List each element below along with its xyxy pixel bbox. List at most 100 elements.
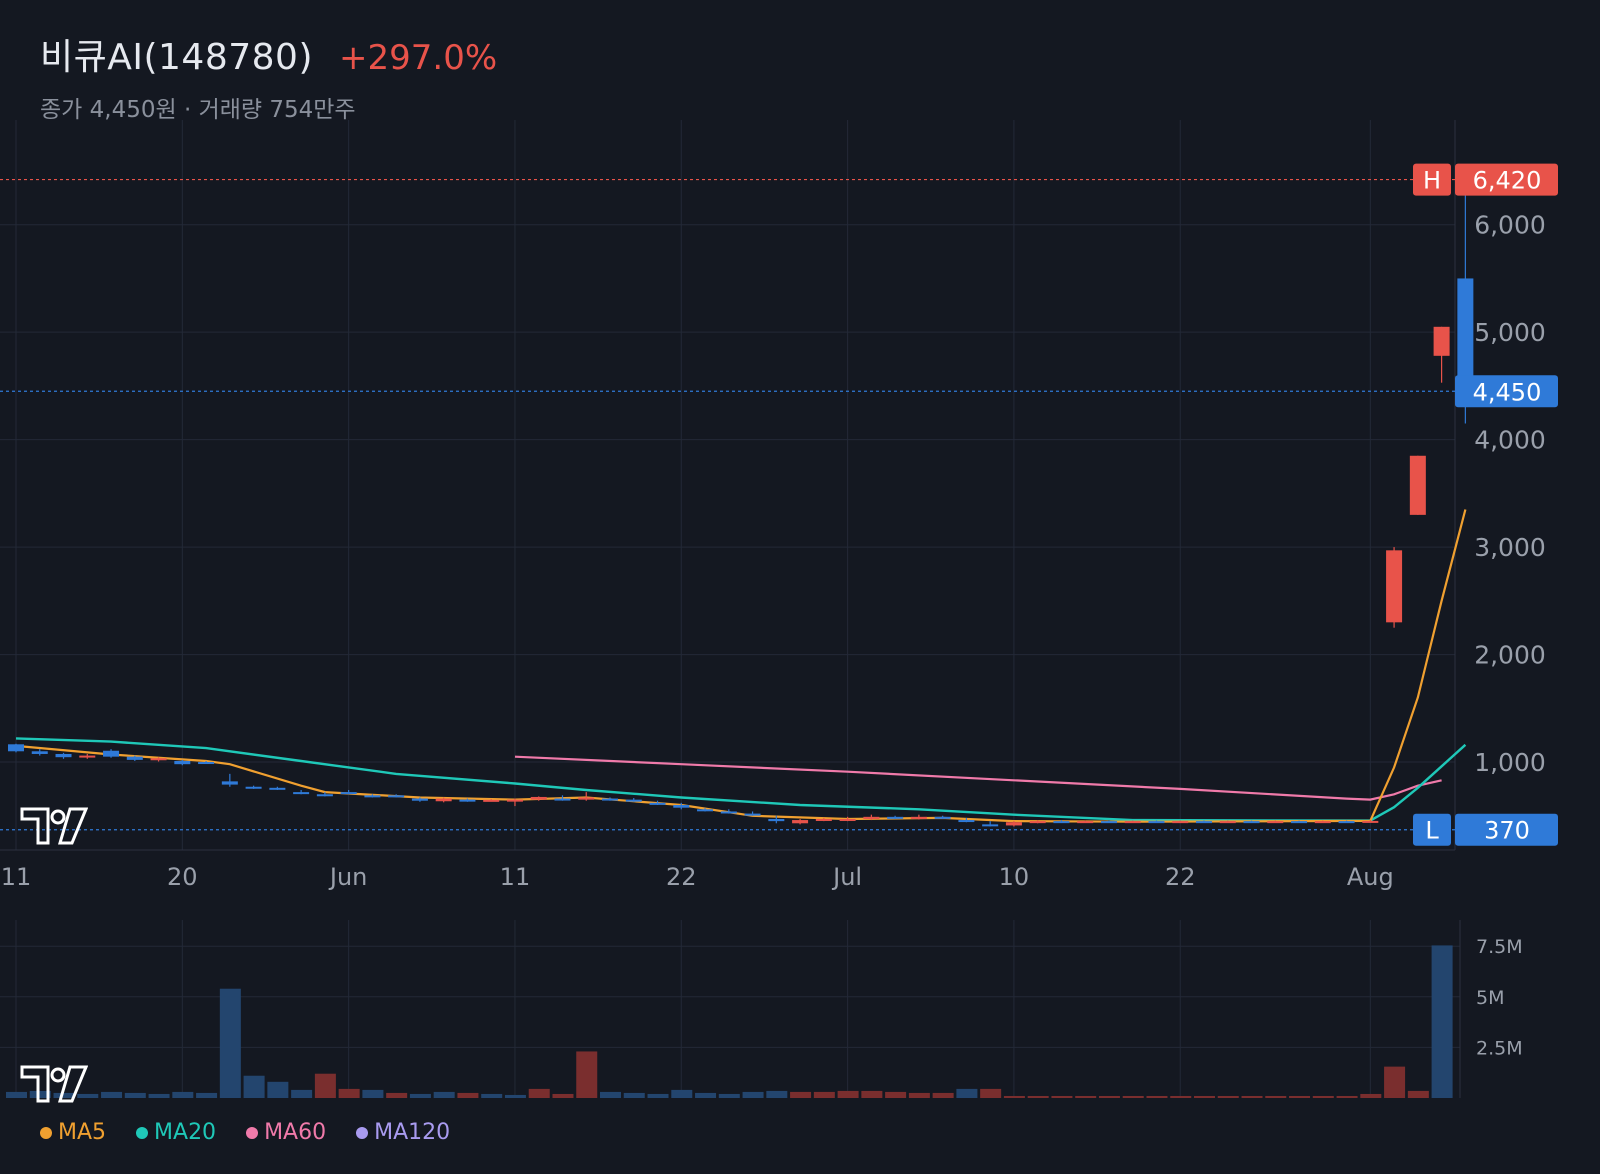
volume-bar: [1289, 1095, 1311, 1098]
candle-body: [530, 796, 547, 800]
volume-bar: [386, 1092, 408, 1098]
volume-bar: [576, 1051, 598, 1098]
volume-bar: [1122, 1095, 1144, 1098]
x-tick-label: Jul: [831, 863, 862, 891]
y-tick-label: 3,000: [1474, 533, 1546, 562]
candle-body: [245, 786, 262, 789]
volume-bar: [172, 1091, 194, 1098]
candle-body: [792, 820, 809, 824]
legend-ma5[interactable]: MA5: [40, 1120, 106, 1145]
price-change: +297.0%: [339, 38, 498, 78]
candle-body: [411, 798, 428, 801]
ma-legend: MA5 MA20 MA60 MA120: [40, 1120, 450, 1145]
volume-bar: [1098, 1095, 1120, 1098]
candle-body: [1267, 821, 1284, 824]
candle-body: [1243, 821, 1260, 824]
x-tick-label: 10: [999, 863, 1030, 891]
candle-body: [673, 805, 690, 808]
volume-bar: [790, 1091, 812, 1098]
candle-body: [1124, 821, 1141, 824]
candle-body: [1100, 821, 1117, 824]
volume-bar: [481, 1093, 503, 1098]
volume-bar: [837, 1090, 859, 1098]
candle-body: [221, 781, 238, 785]
candle-body: [1053, 821, 1070, 824]
y-tick-label: 5,000: [1474, 318, 1546, 347]
volume-bar: [409, 1093, 431, 1098]
candle-body: [8, 744, 24, 752]
volume-bar: [671, 1089, 693, 1098]
candle-body: [934, 816, 951, 819]
high-letter-badge: [1413, 163, 1451, 196]
legend-ma20[interactable]: MA20: [136, 1120, 216, 1145]
volume-chart[interactable]: 7.5M 5M 2.5M: [0, 920, 1600, 1125]
candle-body: [768, 818, 785, 822]
candle-body: [1433, 326, 1450, 356]
volume-bar: [219, 988, 241, 1098]
volume-bar: [1407, 1090, 1429, 1098]
volume-bar: [101, 1091, 123, 1098]
stock-name: 비큐AI(148780): [40, 37, 313, 78]
volume-bar: [980, 1088, 1002, 1098]
volume-bar: [124, 1092, 146, 1098]
y-tick-label: 6,000: [1474, 211, 1546, 240]
legend-ma60[interactable]: MA60: [246, 1120, 326, 1145]
volume-bar: [1194, 1095, 1215, 1098]
candle-body: [1362, 820, 1379, 823]
legend-ma60-label: MA60: [264, 1120, 327, 1145]
price-chart[interactable]: 6,000 5,000 4,000 3,000 2,000 1,000 11 20 Jun 11 2…: [0, 120, 1600, 900]
candle-body: [269, 787, 286, 790]
ma120-dot-icon: [356, 1126, 369, 1139]
candle-body: [982, 824, 999, 827]
candle-body: [720, 811, 737, 814]
candle-body: [649, 802, 666, 805]
volume-tick-label: 7.5M: [1476, 936, 1523, 958]
volume-bar: [861, 1090, 883, 1098]
candle-body: [1219, 821, 1236, 824]
high-letter: H: [1423, 167, 1441, 195]
candle-body: [1386, 550, 1403, 623]
candle-body: [578, 797, 595, 800]
low-letter-badge: [1413, 813, 1451, 846]
volume-bar: [932, 1092, 954, 1098]
volume-bar: [600, 1091, 621, 1098]
low-value-badge: [1455, 813, 1558, 846]
tradingview-logo-volume: [20, 1065, 88, 1103]
candle-body: [198, 762, 215, 765]
close-volume-summary: 종가 4,450원 · 거래량 754만주: [40, 97, 356, 123]
volume-bar: [148, 1093, 170, 1098]
volume-bar: [766, 1090, 788, 1098]
candle-body: [483, 799, 500, 802]
volume-bar: [338, 1088, 360, 1098]
volume-bar: [1360, 1093, 1382, 1098]
volume-bar: [362, 1089, 384, 1098]
legend-ma120[interactable]: MA120: [356, 1120, 450, 1145]
candle-body: [126, 756, 143, 760]
candle-body: [625, 799, 642, 802]
candle-body: [1077, 821, 1094, 824]
candle-body: [1338, 821, 1355, 824]
chart-header: 비큐AI(148780) +297.0% 종가 4,450원 · 거래량 754…: [40, 28, 497, 124]
candle-body: [174, 760, 191, 765]
volume-bar: [1146, 1095, 1168, 1098]
volume-bar: [6, 1091, 27, 1098]
volume-bar: [314, 1073, 336, 1098]
candle-body: [554, 798, 571, 801]
volume-bar: [1336, 1095, 1358, 1098]
candle-body: [1409, 455, 1426, 515]
last-price-value: 4,450: [1473, 378, 1542, 406]
x-tick-label: 20: [167, 863, 198, 891]
y-tick-label: 2,000: [1474, 641, 1546, 670]
volume-bar: [1384, 1066, 1406, 1098]
volume-bar: [1265, 1095, 1287, 1098]
candle-body: [150, 758, 167, 761]
x-tick-label: 22: [1165, 863, 1196, 891]
volume-bar: [623, 1092, 645, 1098]
x-tick-label: 11: [500, 863, 531, 891]
volume-bar: [77, 1093, 99, 1098]
candle-body: [887, 816, 904, 819]
tradingview-logo: [20, 807, 88, 845]
x-tick-label: 22: [666, 863, 697, 891]
high-value-badge: [1455, 163, 1558, 196]
volume-bar: [53, 1092, 75, 1098]
